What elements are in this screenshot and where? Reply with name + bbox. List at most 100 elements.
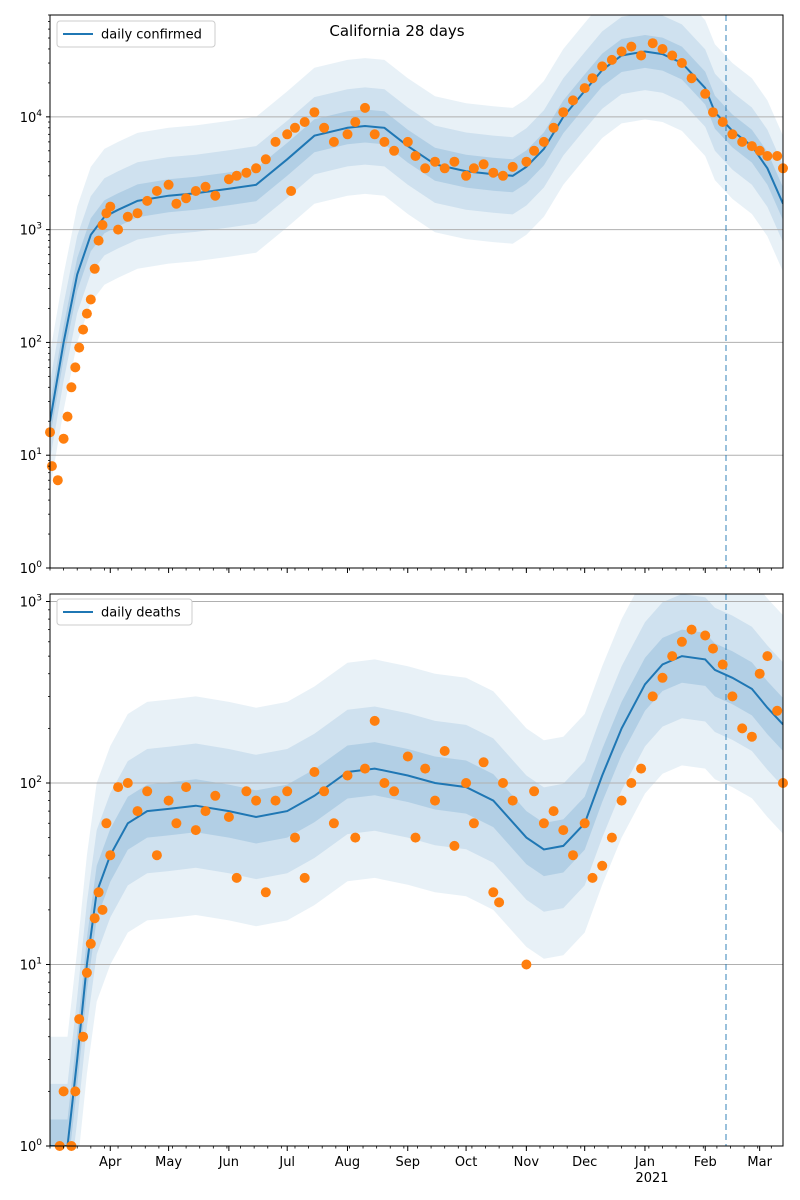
deaths-observed-point xyxy=(290,832,300,843)
confirmed-observed-point xyxy=(181,193,192,204)
deaths-legend: daily deaths xyxy=(56,598,193,626)
deaths-observed-point xyxy=(558,825,569,836)
deaths-observed-point xyxy=(122,778,133,788)
deaths-observed-point xyxy=(626,778,637,788)
deaths-observed-point xyxy=(241,786,252,797)
confirmed-observed-point xyxy=(190,186,201,196)
confirmed-observed-point xyxy=(700,88,711,99)
confirmed-x-ticks xyxy=(49,568,772,573)
deaths-observed-point xyxy=(299,872,310,883)
confirmed-observed-point xyxy=(74,342,85,353)
deaths-observed-point xyxy=(350,832,361,843)
confirmed-observed-point xyxy=(62,411,73,422)
confirmed-observed-point xyxy=(538,136,549,147)
confirmed-observed-point xyxy=(282,129,293,140)
confirmed-observed-point xyxy=(579,83,590,94)
confirmed-observed-point xyxy=(171,198,182,209)
deaths-observed-point xyxy=(606,832,617,843)
deaths-observed-point xyxy=(461,778,472,788)
confirmed-observed-point xyxy=(478,159,489,170)
deaths-observed-point xyxy=(521,959,532,970)
confirmed-observed-point xyxy=(737,136,748,147)
confirmed-observed-point xyxy=(449,156,460,167)
deaths-band-3 xyxy=(50,629,783,1146)
confirmed-observed-point xyxy=(708,107,718,118)
x-tick-label: Sep xyxy=(395,1155,420,1170)
deaths-observed-point xyxy=(772,705,783,716)
confirmed-observed-point xyxy=(657,44,668,54)
confirmed-observed-point xyxy=(389,145,400,156)
deaths-observed-point xyxy=(97,904,108,915)
confirmed-observed-point xyxy=(430,156,440,167)
deaths-y-tick-label: 103 xyxy=(20,594,42,611)
confirmed-y-tick-label: 101 xyxy=(20,447,42,464)
deaths-observed-point xyxy=(676,636,687,647)
confirmed-observed-point xyxy=(667,50,678,61)
confirmed-y-ticks: 100 101 102 103 104 xyxy=(20,14,50,577)
confirmed-observed-point xyxy=(626,41,637,52)
deaths-observed-point xyxy=(700,630,711,641)
confirmed-observed-point xyxy=(231,170,242,181)
deaths-observed-point xyxy=(548,806,559,817)
confirmed-y-tick-label: 104 xyxy=(20,109,43,126)
deaths-observed-point xyxy=(132,806,143,817)
confirmed-observed-point xyxy=(251,163,262,174)
confirmed-model-line xyxy=(50,50,783,422)
deaths-observed-point xyxy=(89,913,100,924)
deaths-observed-point xyxy=(647,691,658,702)
confirmed-observed-points xyxy=(45,38,788,486)
confirmed-observed-point xyxy=(241,167,252,178)
deaths-observed-point xyxy=(190,825,201,836)
deaths-observed-point xyxy=(420,763,431,774)
deaths-observed-point xyxy=(529,786,540,797)
deaths-band-2 xyxy=(50,594,783,1146)
deaths-observed-point xyxy=(616,795,627,806)
figure-title: California 28 days xyxy=(329,22,464,40)
x-tick-label: Jun xyxy=(218,1155,239,1170)
deaths-y-ticks: 100 101 102 103 xyxy=(20,594,50,1155)
deaths-observed-point xyxy=(270,795,281,806)
deaths-observed-point xyxy=(163,795,174,806)
confirmed-observed-point xyxy=(616,46,627,57)
confirmed-observed-point xyxy=(754,145,765,156)
deaths-observed-point xyxy=(309,767,320,777)
deaths-y-tick-label: 102 xyxy=(20,775,42,792)
confirmed-observed-point xyxy=(89,263,100,274)
deaths-observed-point xyxy=(105,850,116,861)
confirmed-observed-point xyxy=(727,129,738,140)
confirmed-observed-point xyxy=(328,136,339,147)
confirmed-observed-point xyxy=(319,122,330,133)
deaths-observed-point xyxy=(449,840,460,851)
deaths-observed-point xyxy=(478,757,489,768)
deaths-axes-frame xyxy=(49,593,784,1147)
deaths-observed-point xyxy=(568,850,578,861)
confirmed-observed-point xyxy=(46,461,57,472)
deaths-observed-point xyxy=(360,763,370,774)
confirmed-observed-point xyxy=(488,167,499,178)
confirmed-observed-point xyxy=(468,163,479,174)
deaths-observed-point xyxy=(231,872,242,883)
deaths-bands xyxy=(50,594,783,1146)
deaths-observed-points xyxy=(54,624,788,1151)
confirmed-observed-point xyxy=(439,163,450,174)
confirmed-y-tick-label: 100 xyxy=(20,560,43,577)
deaths-observed-point xyxy=(151,850,162,861)
deaths-observed-point xyxy=(746,731,757,742)
confirmed-observed-point xyxy=(70,362,81,373)
deaths-observed-point xyxy=(597,860,608,871)
confirmed-observed-point xyxy=(606,54,617,65)
x-tick-label: May xyxy=(155,1155,182,1170)
x-tick-label: Feb xyxy=(694,1155,717,1170)
confirmed-observed-point xyxy=(717,117,728,127)
deaths-observed-point xyxy=(85,938,96,949)
deaths-observed-point xyxy=(58,1086,69,1097)
confirmed-axes-frame xyxy=(49,14,784,569)
confirmed-observed-point xyxy=(286,186,297,196)
confirmed-observed-point xyxy=(498,170,508,181)
deaths-observed-point xyxy=(507,795,518,806)
confirmed-observed-point xyxy=(52,475,63,486)
deaths-observed-point xyxy=(93,887,104,898)
deaths-observed-point xyxy=(439,746,450,756)
x-tick-label: Dec xyxy=(572,1155,597,1170)
